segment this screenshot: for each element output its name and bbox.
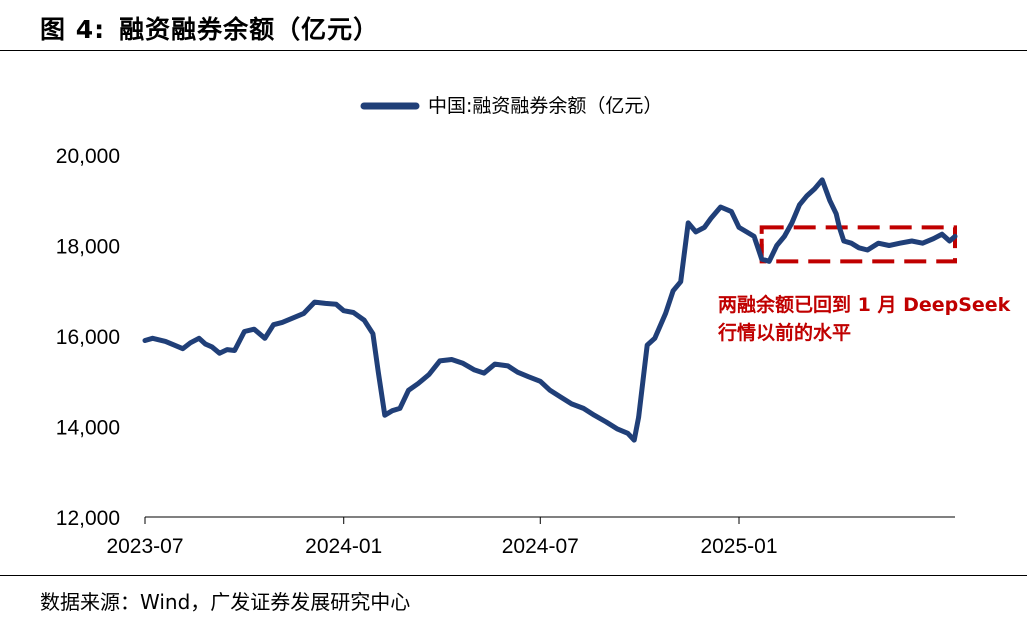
legend: 中国:融资融券余额（亿元） [360,95,662,117]
annotation-line-1: 两融余额已回到 1 月 DeepSeek [718,293,1011,316]
series-line [142,177,958,443]
source-rule [0,575,1027,576]
annotation-text: 两融余额已回到 1 月 DeepSeek 行情以前的水平 [717,293,1011,344]
annotation [759,225,957,264]
legend-label: 中国:融资融券余额（亿元） [428,95,662,117]
figure-title: 图 4: 融资融券余额（亿元） [40,10,393,46]
x-axis: 2023-07 2024-01 2024-07 2025-01 [106,517,778,558]
title-rule [0,50,1027,51]
figure-number: 图 4: [40,15,106,44]
y-tick-label: 18,000 [56,236,120,259]
figure-title-text: 融资融券余额（亿元） [119,15,380,44]
y-tick-label: 16,000 [56,326,120,349]
y-tick-label: 14,000 [56,417,120,440]
source-note: 数据来源：Wind，广发证券发展研究中心 [40,590,411,614]
x-tick-label: 2025-01 [700,535,777,558]
x-tick-label: 2024-07 [502,535,579,558]
annotation-line-2: 行情以前的水平 [717,321,851,344]
y-tick-label: 20,000 [56,145,120,168]
y-tick-label: 12,000 [56,507,120,530]
x-tick-label: 2023-07 [106,535,183,558]
y-axis: 12,000 14,000 16,000 18,000 20,000 [56,145,120,530]
x-tick-label: 2024-01 [305,535,382,558]
